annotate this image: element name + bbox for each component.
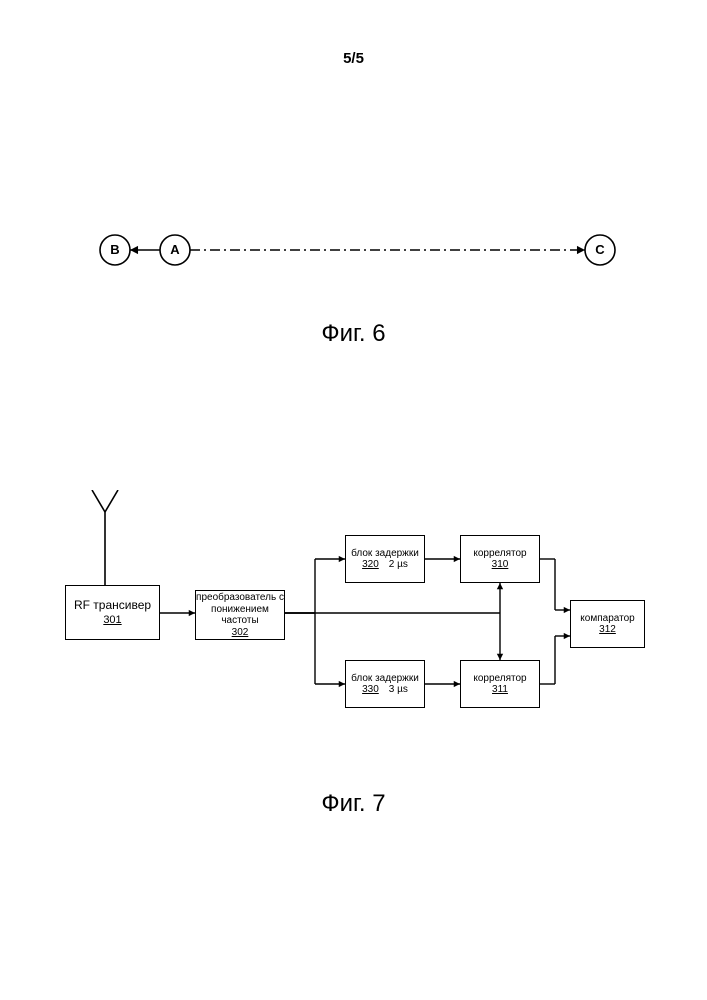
block-delay2-label: блок задержки bbox=[351, 673, 419, 685]
block-delay2-extra: 3 µs bbox=[379, 684, 408, 695]
block-delay1-ref-line: 320 2 µs bbox=[362, 559, 408, 571]
block-corr1-ref: 310 bbox=[492, 559, 509, 570]
block-delay2-ref: 330 bbox=[362, 684, 379, 695]
fig7-diagram: RF трансивер301 преобразователь с понижен… bbox=[65, 490, 645, 750]
svg-text:A: A bbox=[170, 242, 180, 257]
page: 5/5 B A C Фиг. 6 RF трансивер301 преобразов… bbox=[0, 0, 707, 1000]
block-down-label: преобразователь с понижением частоты bbox=[196, 592, 284, 627]
block-down-ref: 302 bbox=[232, 627, 249, 638]
block-down: преобразователь с понижением частоты302 bbox=[195, 590, 285, 640]
block-comp-ref: 312 bbox=[599, 624, 616, 635]
fig7-caption: Фиг. 7 bbox=[0, 790, 707, 818]
block-comp: компаратор312 bbox=[570, 600, 645, 648]
svg-text:C: C bbox=[595, 242, 605, 257]
block-delay1-label: блок задержки bbox=[351, 548, 419, 560]
page-number: 5/5 bbox=[0, 50, 707, 67]
block-corr2-label: коррелятор bbox=[473, 673, 526, 685]
block-corr1-label: коррелятор bbox=[473, 548, 526, 560]
fig6-caption: Фиг. 6 bbox=[0, 320, 707, 348]
block-corr2: коррелятор311 bbox=[460, 660, 540, 708]
block-comp-ref-line: 312 bbox=[599, 624, 616, 636]
block-comp-label: компаратор bbox=[580, 613, 634, 625]
block-rf-label: RF трансивер bbox=[74, 599, 151, 613]
block-corr1: коррелятор310 bbox=[460, 535, 540, 583]
block-delay2: блок задержки330 3 µs bbox=[345, 660, 425, 708]
block-corr2-ref: 311 bbox=[492, 684, 508, 695]
fig6-svg: BAC bbox=[80, 220, 620, 290]
block-delay1-ref: 320 bbox=[362, 559, 379, 570]
block-rf-ref: 301 bbox=[103, 614, 121, 626]
block-down-ref-line: 302 bbox=[232, 627, 249, 639]
block-rf: RF трансивер301 bbox=[65, 585, 160, 640]
svg-text:B: B bbox=[110, 242, 119, 257]
block-corr1-ref-line: 310 bbox=[492, 559, 509, 571]
block-delay1: блок задержки320 2 µs bbox=[345, 535, 425, 583]
block-rf-ref-line: 301 bbox=[103, 613, 121, 627]
block-delay1-extra: 2 µs bbox=[379, 559, 408, 570]
block-delay2-ref-line: 330 3 µs bbox=[362, 684, 408, 696]
block-corr2-ref-line: 311 bbox=[492, 684, 508, 696]
